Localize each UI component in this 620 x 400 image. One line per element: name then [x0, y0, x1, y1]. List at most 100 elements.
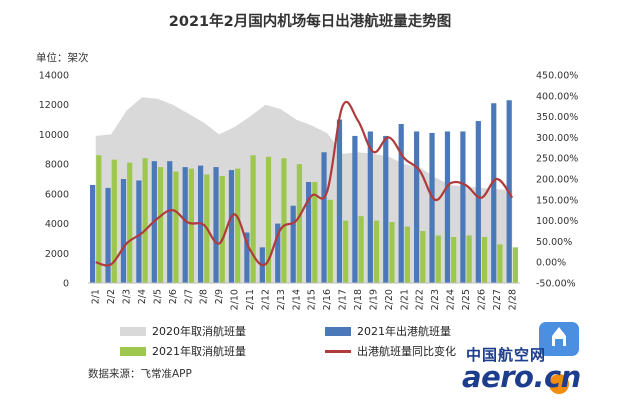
bar-2021-cancelled — [420, 231, 426, 283]
y-left-tick-label: 14000 — [39, 71, 69, 82]
app-icon — [539, 322, 579, 356]
logo-dot — [549, 374, 569, 394]
legend-label: 2021年取消航班量 — [152, 345, 246, 358]
bar-2021-cancelled — [497, 244, 503, 283]
bar-2021-cancelled — [219, 176, 225, 283]
bar-2021-departures — [336, 119, 343, 283]
line-yoy-change — [95, 100, 514, 267]
bar-2021-departures — [429, 132, 435, 283]
bar-2021-cancelled — [358, 216, 364, 283]
legend-swatch — [120, 326, 146, 336]
bar-2021-departures — [414, 131, 420, 283]
y-right-tick-label: 300.00% — [536, 133, 578, 144]
legend-item-yoy-change: 出港航班量同比变化 — [325, 343, 456, 359]
bar-2021-cancelled — [142, 158, 148, 283]
bar-2021-cancelled — [512, 247, 518, 283]
legend-line — [325, 349, 351, 353]
bar-2021-departures — [213, 167, 219, 283]
x-tick-label: 2/23 — [430, 289, 441, 310]
bar-2021-departures — [136, 180, 142, 283]
y-left-tick-label: 4000 — [45, 219, 69, 230]
watermark-en: aero.cn — [462, 360, 581, 394]
bar-2021-cancelled — [481, 236, 488, 283]
bar-2021-departures — [398, 124, 404, 284]
y-right-tick-label: -50.00% — [536, 279, 576, 290]
bar-2021-cancelled — [173, 171, 179, 283]
bar-2021-departures — [182, 167, 188, 283]
bar-2021-cancelled — [343, 220, 349, 283]
bar-2021-departures — [475, 121, 481, 283]
x-tick-label: 2/17 — [338, 289, 349, 310]
bar-2021-departures — [228, 170, 235, 283]
y-right-tick-label: 350.00% — [536, 112, 578, 123]
legend-label: 2020年取消航班量 — [152, 325, 246, 338]
bar-2021-departures — [491, 103, 497, 283]
bar-2021-cancelled — [312, 181, 318, 283]
y-right-tick-label: 150.00% — [536, 195, 578, 206]
bar-2021-cancelled — [327, 199, 333, 283]
legend-label: 2021年出港航班量 — [357, 325, 451, 338]
data-source-note: 数据来源：飞常准APP — [88, 368, 192, 380]
x-tick-label: 2/25 — [461, 289, 472, 310]
x-tick-label: 2/9 — [214, 289, 225, 304]
x-tick-label: 2/20 — [384, 289, 395, 310]
legend-item-2021-departures: 2021年出港航班量 — [325, 323, 451, 339]
bar-2021-departures — [306, 181, 312, 283]
bar-2021-cancelled — [404, 226, 410, 283]
x-tick-label: 2/1 — [91, 289, 102, 304]
legend-item-2020-cancelled: 2020年取消航班量 — [120, 323, 246, 339]
x-tick-label: 2/8 — [199, 289, 210, 304]
bar-2021-cancelled — [451, 236, 457, 283]
bar-2021-cancelled — [389, 222, 395, 283]
x-tick-label: 2/13 — [276, 289, 287, 310]
bar-2021-cancelled — [466, 235, 472, 283]
x-tick-label: 2/19 — [368, 289, 379, 310]
y-right-tick-label: 200.00% — [536, 175, 578, 186]
bar-2021-departures — [321, 152, 327, 283]
bar-2021-departures — [90, 184, 96, 283]
legend-item-2021-cancelled: 2021年取消航班量 — [120, 343, 246, 359]
y-left-tick-label: 6000 — [45, 189, 69, 200]
bar-2021-departures — [244, 232, 250, 283]
bar-2021-departures — [383, 135, 389, 283]
bar-2021-cancelled — [96, 155, 102, 283]
bar-2021-cancelled — [235, 168, 241, 283]
x-tick-label: 2/16 — [322, 289, 333, 310]
bar-2021-departures — [444, 131, 451, 283]
y-left-tick-label: 12000 — [39, 100, 69, 111]
legend-label: 出港航班量同比变化 — [357, 345, 456, 358]
legend-swatch — [120, 346, 146, 356]
x-tick-label: 2/27 — [492, 289, 503, 310]
bar-2021-cancelled — [281, 158, 287, 283]
x-tick-label: 2/7 — [183, 289, 194, 304]
y-left-tick-label: 2000 — [45, 249, 69, 260]
bar-2021-cancelled — [265, 156, 272, 283]
x-tick-label: 2/24 — [446, 289, 457, 310]
bar-2021-cancelled — [373, 220, 380, 283]
bar-2021-cancelled — [435, 235, 441, 283]
x-tick-label: 2/22 — [415, 289, 426, 310]
bar-2021-cancelled — [111, 159, 117, 283]
bar-2021-departures — [275, 223, 281, 283]
bar-2021-departures — [460, 131, 466, 283]
x-tick-label: 2/6 — [168, 289, 179, 304]
y-right-tick-label: 0.00% — [536, 258, 566, 269]
x-tick-label: 2/11 — [245, 289, 256, 310]
y-right-tick-label: 250.00% — [536, 154, 578, 165]
x-tick-label: 2/5 — [152, 289, 163, 304]
x-tick-label: 2/28 — [507, 289, 518, 310]
x-tick-label: 2/2 — [106, 289, 117, 304]
x-tick-label: 2/4 — [137, 289, 148, 304]
bar-2021-cancelled — [250, 155, 256, 283]
unit-label: 单位：架次 — [36, 52, 89, 64]
chart-title: 2021年2月国内机场每日出港航班量走势图 — [168, 14, 452, 30]
x-tick-label: 2/12 — [260, 289, 271, 310]
x-tick-label: 2/26 — [476, 289, 487, 310]
bar-2021-cancelled — [127, 162, 133, 283]
y-right-tick-label: 400.00% — [536, 91, 578, 102]
aero-cn-logo: 中国航空网 aero.cn — [458, 322, 618, 398]
x-tick-label: 2/15 — [307, 289, 318, 310]
legend-swatch — [325, 326, 351, 336]
y-left-tick-label: 0 — [63, 279, 69, 290]
